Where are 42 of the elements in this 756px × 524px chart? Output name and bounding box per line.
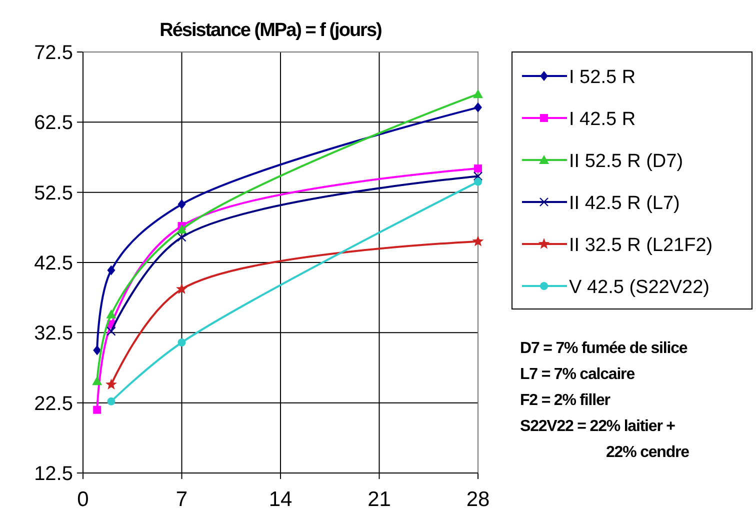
text: D7 = 7% fumée de silice — [520, 340, 688, 357]
y-tick-label: 62.5 — [34, 112, 73, 134]
point — [472, 235, 484, 246]
point — [106, 326, 116, 336]
point — [474, 178, 482, 186]
text: F2 = 2% filler — [520, 392, 610, 409]
point — [473, 89, 483, 98]
y-tick-label: 32.5 — [34, 322, 73, 345]
point — [177, 232, 186, 242]
point — [107, 265, 116, 276]
legend-label: II 52.5 R (D7) — [569, 151, 684, 172]
point — [474, 102, 482, 112]
point — [178, 338, 186, 346]
point — [106, 309, 116, 318]
point — [93, 406, 102, 414]
y-tick-label: 22.5 — [34, 392, 73, 415]
point — [176, 224, 187, 234]
chart-title: Résistance (MPa) = f (jours) — [160, 20, 382, 41]
point — [178, 199, 186, 210]
x-tick-label: 0 — [77, 488, 89, 511]
legend-label: I 42.5 R — [569, 109, 636, 130]
y-tick-label: 42.5 — [34, 252, 73, 274]
point — [107, 397, 116, 406]
x-tick-label: 14 — [268, 488, 292, 511]
point — [473, 172, 483, 181]
point — [176, 283, 188, 294]
y-tick-label: 52.5 — [34, 182, 73, 204]
legend-label: II 32.5 R (L21F2) — [569, 235, 713, 256]
legend-label: V 42.5 (S22V22) — [569, 277, 710, 298]
y-tick-label: 72.5 — [34, 42, 73, 64]
point — [93, 345, 102, 356]
x-tick-label: 28 — [466, 488, 490, 511]
y-tick-label: 12.5 — [34, 463, 73, 485]
text: L7 = 7% calcaire — [520, 366, 636, 383]
x-tick-label: 21 — [368, 488, 391, 511]
legend-label: I 52.5 R — [569, 67, 636, 88]
legend-label: II 42.5 R (L7) — [569, 193, 680, 214]
x-tick-label: 7 — [176, 488, 188, 511]
text: S22V22 = 22% laitier + 22% cendre — [520, 418, 690, 461]
point — [474, 164, 482, 172]
point — [106, 378, 117, 390]
point — [92, 376, 102, 386]
